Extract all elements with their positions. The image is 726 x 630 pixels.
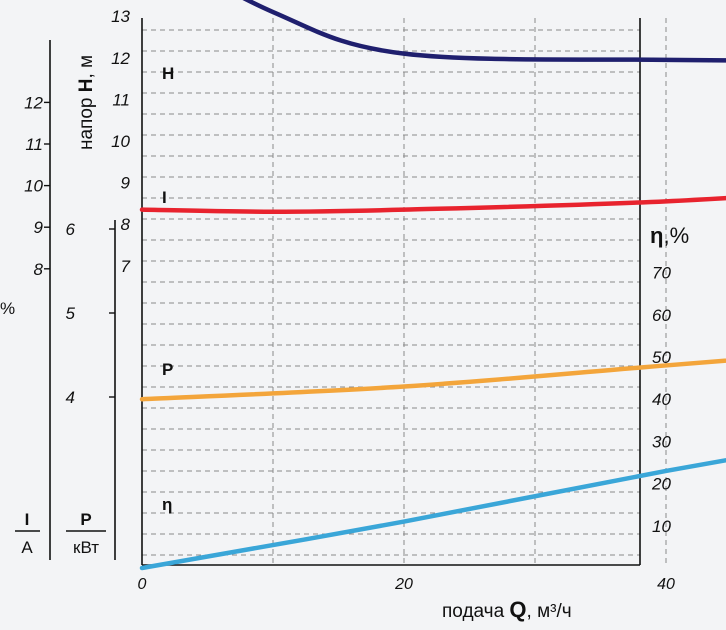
head-tick-label: 12 xyxy=(111,49,130,68)
current-unit: А xyxy=(21,538,33,557)
series-line xyxy=(139,195,726,214)
series-label: η xyxy=(162,495,172,514)
series-line xyxy=(139,457,726,571)
x-tick-label: 0 xyxy=(138,576,147,593)
x-tick-label: 40 xyxy=(657,576,675,593)
current-tick-label: 12 xyxy=(24,93,43,112)
series-label: Н xyxy=(162,64,174,83)
head-axis-title: напор Н, м xyxy=(76,55,97,150)
head-tick-label: 8 xyxy=(121,215,131,234)
power-unit-var: P xyxy=(80,510,91,529)
current-unit-var: I xyxy=(25,510,30,529)
axes xyxy=(49,18,641,566)
series-line xyxy=(242,0,726,63)
head-tick-label: 13 xyxy=(111,7,130,26)
series: Н I Pη xyxy=(139,0,726,571)
efficiency-tick-label: 60 xyxy=(652,306,671,325)
head-tick-label: 11 xyxy=(112,90,130,109)
power-tick-label: 6 xyxy=(66,220,76,239)
x-axis-title: подача Q, м³/ч xyxy=(442,597,572,622)
current-tick-label: 8 xyxy=(34,260,44,279)
series-label: I xyxy=(162,188,167,207)
power-tick-label: 5 xyxy=(66,304,76,323)
series-line xyxy=(139,358,726,402)
current-axis-unit: I А xyxy=(15,510,40,557)
current-tick-label: 10 xyxy=(24,177,43,196)
efficiency-tick-label: 40 xyxy=(652,390,671,409)
power-tick-label: 4 xyxy=(66,388,75,407)
head-tick-label: 7 xyxy=(121,257,131,276)
power-unit: кВт xyxy=(73,538,99,557)
efficiency-tick-label: 20 xyxy=(651,475,671,494)
efficiency-tick-label: 10 xyxy=(652,517,671,536)
head-tick-label: 9 xyxy=(121,174,131,193)
efficiency-tick-label: 30 xyxy=(652,432,671,451)
x-tick-label: 20 xyxy=(394,576,413,593)
grid xyxy=(142,18,667,565)
series-label: P xyxy=(162,360,173,379)
current-tick-label: 9 xyxy=(34,218,44,237)
current-tick-label: 11 xyxy=(25,135,43,154)
tick-labels: 020406080100120140160180Qп78910111213141… xyxy=(24,7,675,593)
efficiency-tick-label: 70 xyxy=(652,264,671,283)
efficiency-tick-label: 50 xyxy=(652,348,671,367)
head-tick-label: 10 xyxy=(111,132,130,151)
left-stray-label: % xyxy=(0,299,15,318)
efficiency-axis-title: η,% xyxy=(650,223,689,248)
power-axis-unit: P кВт xyxy=(66,510,106,557)
